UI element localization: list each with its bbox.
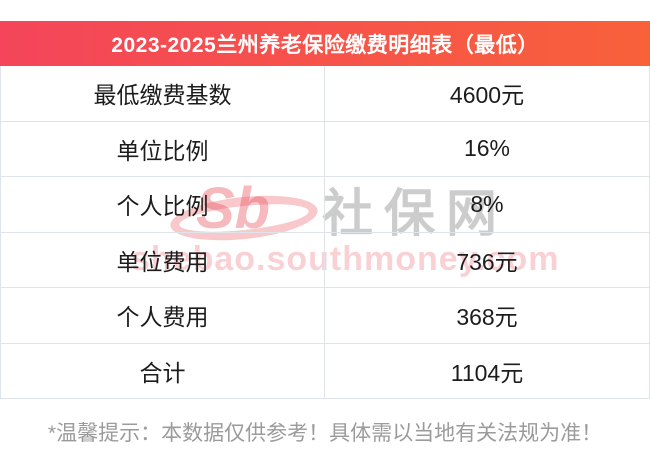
row-label: 最低缴费基数 bbox=[1, 66, 325, 121]
header-bar: 2023-2025兰州养老保险缴费明细表（最低） bbox=[0, 21, 650, 66]
table-row: 个人比例 8% bbox=[1, 177, 649, 233]
row-value: 8% bbox=[470, 190, 504, 217]
row-value: 16% bbox=[463, 135, 511, 162]
row-value: 4600元 bbox=[449, 82, 525, 109]
table-row: 合计 1104元 bbox=[1, 343, 649, 399]
row-value: 368元 bbox=[456, 304, 518, 331]
row-value: 736元 bbox=[456, 248, 518, 275]
table-row: 最低缴费基数 4600元 bbox=[1, 66, 649, 122]
row-label: 单位费用 bbox=[1, 232, 325, 287]
row-label: 个人费用 bbox=[1, 288, 325, 343]
disclaimer-note: *温馨提示：本数据仅供参考！具体需以当地有关法规为准！ bbox=[47, 422, 603, 445]
row-label: 合计 bbox=[1, 343, 325, 398]
row-value: 1104元 bbox=[450, 359, 524, 386]
table-row: 单位比例 16% bbox=[1, 121, 649, 177]
table-row: 单位费用 736元 bbox=[1, 232, 649, 288]
row-label: 个人比例 bbox=[1, 177, 325, 232]
page-title: 2023-2025兰州养老保险缴费明细表（最低） bbox=[111, 33, 539, 57]
pension-detail-table: 最低缴费基数 4600元 单位比例 16% 个人比例 8% 单位费用 736元 … bbox=[0, 66, 650, 399]
table-row: 个人费用 368元 bbox=[1, 288, 649, 344]
row-label: 单位比例 bbox=[1, 121, 325, 176]
